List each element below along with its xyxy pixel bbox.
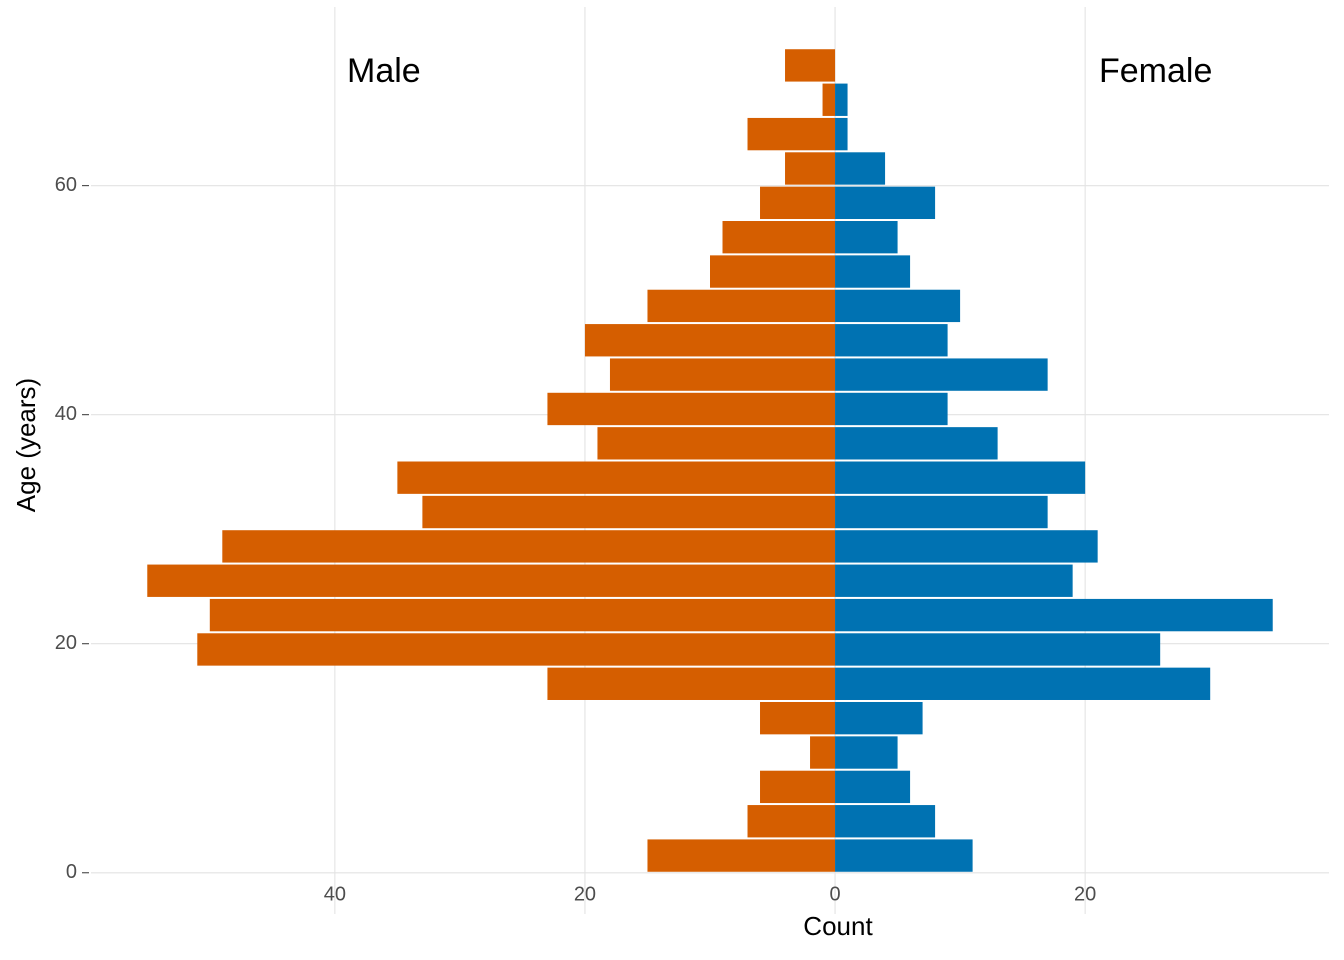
bar — [785, 152, 836, 185]
x-tick-label: 20 — [1074, 883, 1096, 905]
bar — [547, 392, 836, 426]
bar — [397, 461, 836, 494]
bar — [760, 186, 836, 220]
bar — [835, 117, 848, 151]
bar — [835, 324, 948, 357]
bar — [147, 564, 836, 597]
y-tick-label: 20 — [55, 632, 77, 654]
bar — [209, 598, 836, 632]
bar — [584, 324, 836, 357]
x-tick-label: 20 — [574, 883, 596, 905]
bar — [722, 221, 836, 254]
bar — [747, 805, 836, 838]
annotation: Female — [1099, 52, 1212, 90]
bar — [747, 117, 836, 151]
bar — [835, 427, 998, 460]
bar — [835, 598, 1273, 632]
bar — [835, 461, 1086, 494]
bar — [835, 770, 911, 804]
bar — [835, 358, 1048, 391]
bar — [835, 495, 1048, 529]
bar — [647, 289, 836, 323]
bar — [647, 839, 836, 872]
bar — [785, 49, 836, 82]
bar — [197, 633, 836, 666]
y-tick-label: 0 — [66, 861, 77, 883]
bar — [835, 839, 973, 872]
bar — [835, 805, 936, 838]
bar — [760, 770, 836, 804]
x-tick-label: 0 — [829, 883, 840, 905]
x-tick-label: 40 — [324, 883, 346, 905]
bar — [222, 530, 836, 563]
bar — [835, 289, 961, 323]
bar — [835, 255, 911, 288]
bar — [835, 633, 1161, 666]
bar — [547, 667, 836, 700]
bar — [822, 83, 836, 116]
bar — [609, 358, 836, 391]
annotation: Male — [347, 52, 421, 90]
bar — [835, 186, 936, 220]
bar — [835, 564, 1073, 597]
y-axis-title: Age (years) — [11, 378, 41, 512]
bar — [835, 83, 848, 116]
y-tick-label: 40 — [55, 403, 77, 425]
bar — [835, 667, 1211, 700]
bar — [835, 152, 886, 185]
bar — [835, 392, 948, 426]
bar — [810, 736, 836, 769]
y-tick-label: 60 — [55, 174, 77, 196]
bar — [835, 221, 898, 254]
bar — [597, 427, 836, 460]
bar — [710, 255, 836, 288]
bar — [760, 701, 836, 735]
bar — [835, 736, 898, 769]
bar — [422, 495, 836, 529]
bar — [835, 530, 1098, 563]
x-axis-title: Count — [803, 911, 873, 941]
bar — [835, 701, 923, 735]
